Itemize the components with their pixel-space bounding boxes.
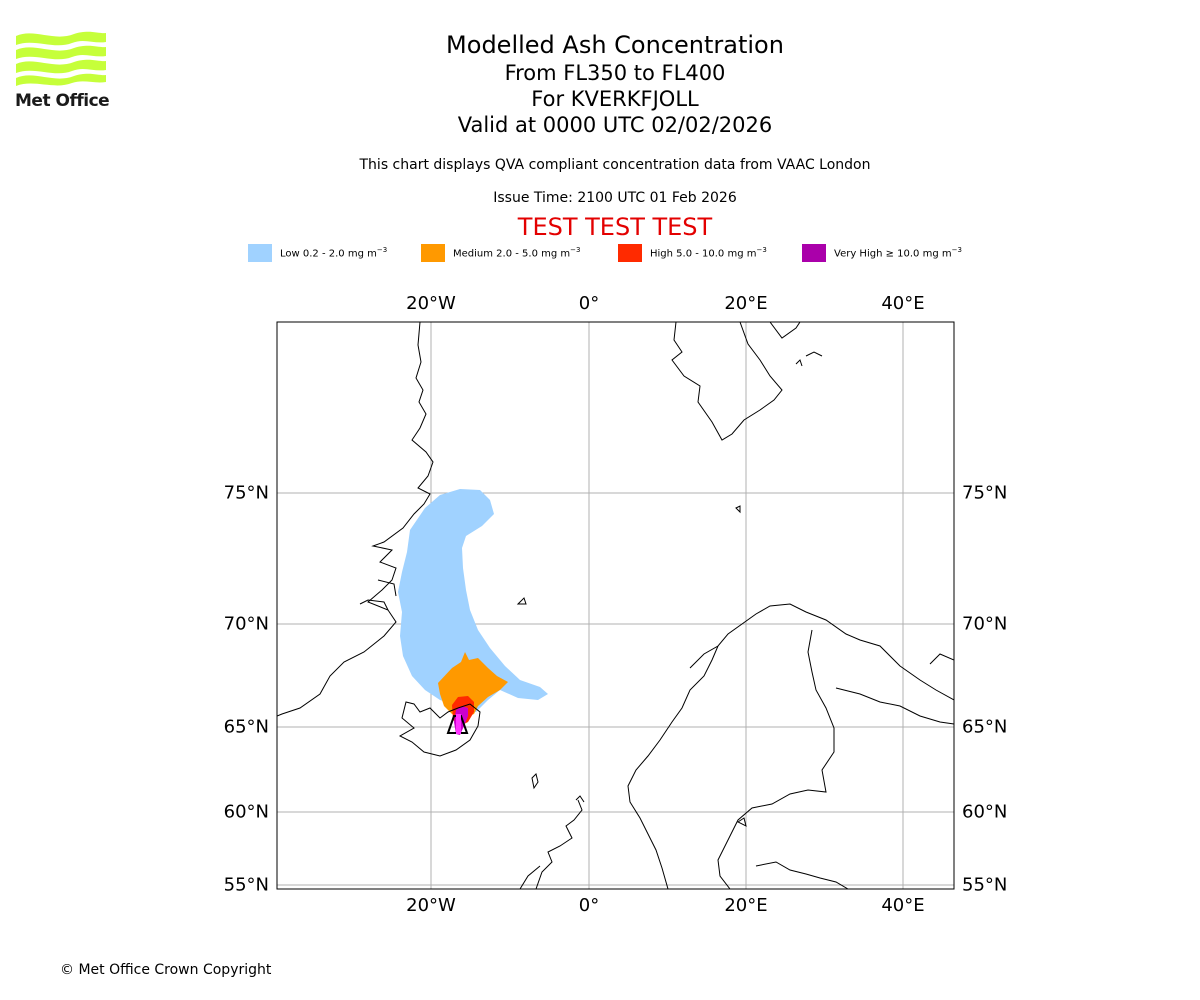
lat-label-right-60n: 60°N [962,801,1008,823]
lat-label-left-70n: 70°N [223,613,269,635]
legend-swatch-low [248,244,272,262]
lon-label-top-20e: 20°E [724,293,768,314]
lon-label-top-20w: 20°W [406,293,456,314]
coastline-uk [519,799,583,889]
coastline-bear-island [735,505,741,514]
lon-label-top-0: 0° [578,293,600,314]
lat-label-right-55n: 55°N [962,874,1008,896]
coastline-scandinavia [627,603,954,889]
valid-time: Valid at 0000 UTC 02/02/2026 [457,113,773,137]
legend-swatch-high [618,244,642,262]
legend-label-low: Low 0.2 - 2.0 mg m−3 [280,246,388,260]
legend-item-very-high: Very High ≥ 10.0 mg m−3 [802,244,962,262]
lat-label-right-70n: 70°N [962,613,1008,635]
legend-swatch-very-high [802,244,826,262]
lon-label-bottom-40e: 40°E [881,895,925,916]
legend-item-medium: Medium 2.0 - 5.0 mg m−3 [421,244,580,262]
lat-label-left-55n: 55°N [223,874,269,896]
legend-swatch-medium [421,244,445,262]
test-banner: TEST TEST TEST [517,213,713,241]
ash-area-low [398,489,548,712]
legend-item-low: Low 0.2 - 2.0 mg m−3 [248,244,387,262]
legend-label-very-high: Very High ≥ 10.0 mg m−3 [834,246,962,260]
legend-item-high: High 5.0 - 10.0 mg m−3 [618,244,767,262]
lat-label-right-75n: 75°N [962,482,1008,504]
legend: Low 0.2 - 2.0 mg m−3 Medium 2.0 - 5.0 mg… [0,244,1200,264]
lon-label-bottom-20e: 20°E [724,895,768,916]
chart-title-block: Modelled Ash Concentration From FL350 to… [0,30,1200,138]
coastline-greenland [277,322,434,717]
lat-label-left-75n: 75°N [223,482,269,504]
map-frame [276,321,955,890]
issue-time: Issue Time: 2100 UTC 01 Feb 2026 [493,190,737,206]
lon-label-bottom-0: 0° [578,895,600,916]
release-marker [456,714,461,734]
logo-text: Met Office [15,91,110,111]
legend-label-high: High 5.0 - 10.0 mg m−3 [650,246,767,260]
compliance-note: This chart displays QVA compliant concen… [359,157,871,173]
flight-level-range: From FL350 to FL400 [504,61,726,85]
coastline-faroe [531,773,539,790]
lat-label-right-65n: 65°N [962,716,1008,738]
coastlines [277,322,954,889]
volcano-name: For KVERKFJOLL [531,87,699,111]
copyright-notice: © Met Office Crown Copyright [60,962,272,978]
gridlines [277,322,954,889]
met-office-logo [16,31,106,86]
lon-label-bottom-20w: 20°W [406,895,456,916]
chart-title: Modelled Ash Concentration [446,31,784,59]
coastline-iceland [398,701,481,757]
lat-label-left-60n: 60°N [223,801,269,823]
lat-label-left-65n: 65°N [223,716,269,738]
coastline-svalbard [671,322,783,441]
coastline-jan-mayen [516,597,527,605]
legend-label-medium: Medium 2.0 - 5.0 mg m−3 [453,246,581,260]
lon-label-top-40e: 40°E [881,293,925,314]
